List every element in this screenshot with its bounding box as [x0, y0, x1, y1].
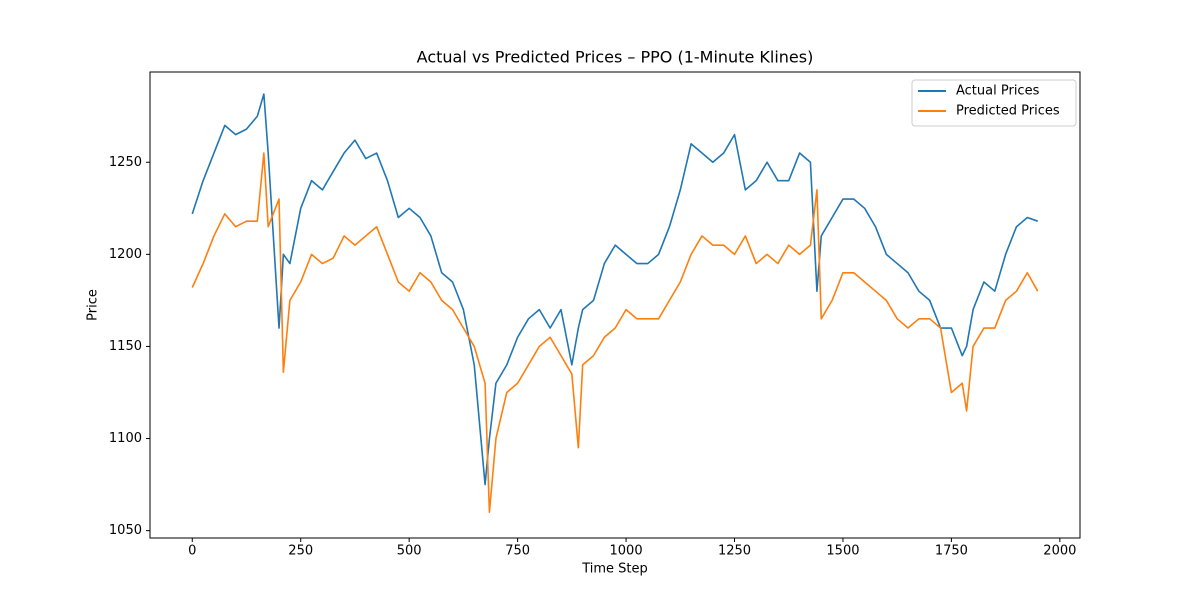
x-tick-label: 0 — [188, 544, 196, 559]
y-tick-label: 1100 — [109, 431, 142, 446]
x-tick-label: 750 — [505, 544, 530, 559]
legend-label: Predicted Prices — [956, 104, 1060, 119]
x-tick-label: 2000 — [1043, 544, 1076, 559]
x-tick-label: 500 — [397, 544, 422, 559]
series-line — [191, 152, 1039, 514]
plot-frame — [149, 71, 1081, 539]
x-axis-label: Time Step — [581, 562, 648, 577]
chart-title: Actual vs Predicted Prices – PPO (1-Minu… — [417, 48, 814, 67]
x-tick-label: 1750 — [935, 544, 968, 559]
y-tick-label: 1250 — [109, 155, 142, 170]
series-line — [191, 93, 1038, 486]
x-tick-label: 1000 — [610, 544, 643, 559]
x-tick-label: 250 — [288, 544, 313, 559]
y-tick-label: 1050 — [109, 523, 142, 538]
x-tick-label: 1250 — [718, 544, 751, 559]
legend-box — [911, 79, 1077, 127]
legend-label: Actual Prices — [956, 84, 1040, 99]
y-tick-label: 1200 — [109, 247, 142, 262]
x-tick-label: 1500 — [826, 544, 859, 559]
y-axis-label: Price — [86, 289, 101, 321]
y-tick-label: 1150 — [109, 339, 142, 354]
